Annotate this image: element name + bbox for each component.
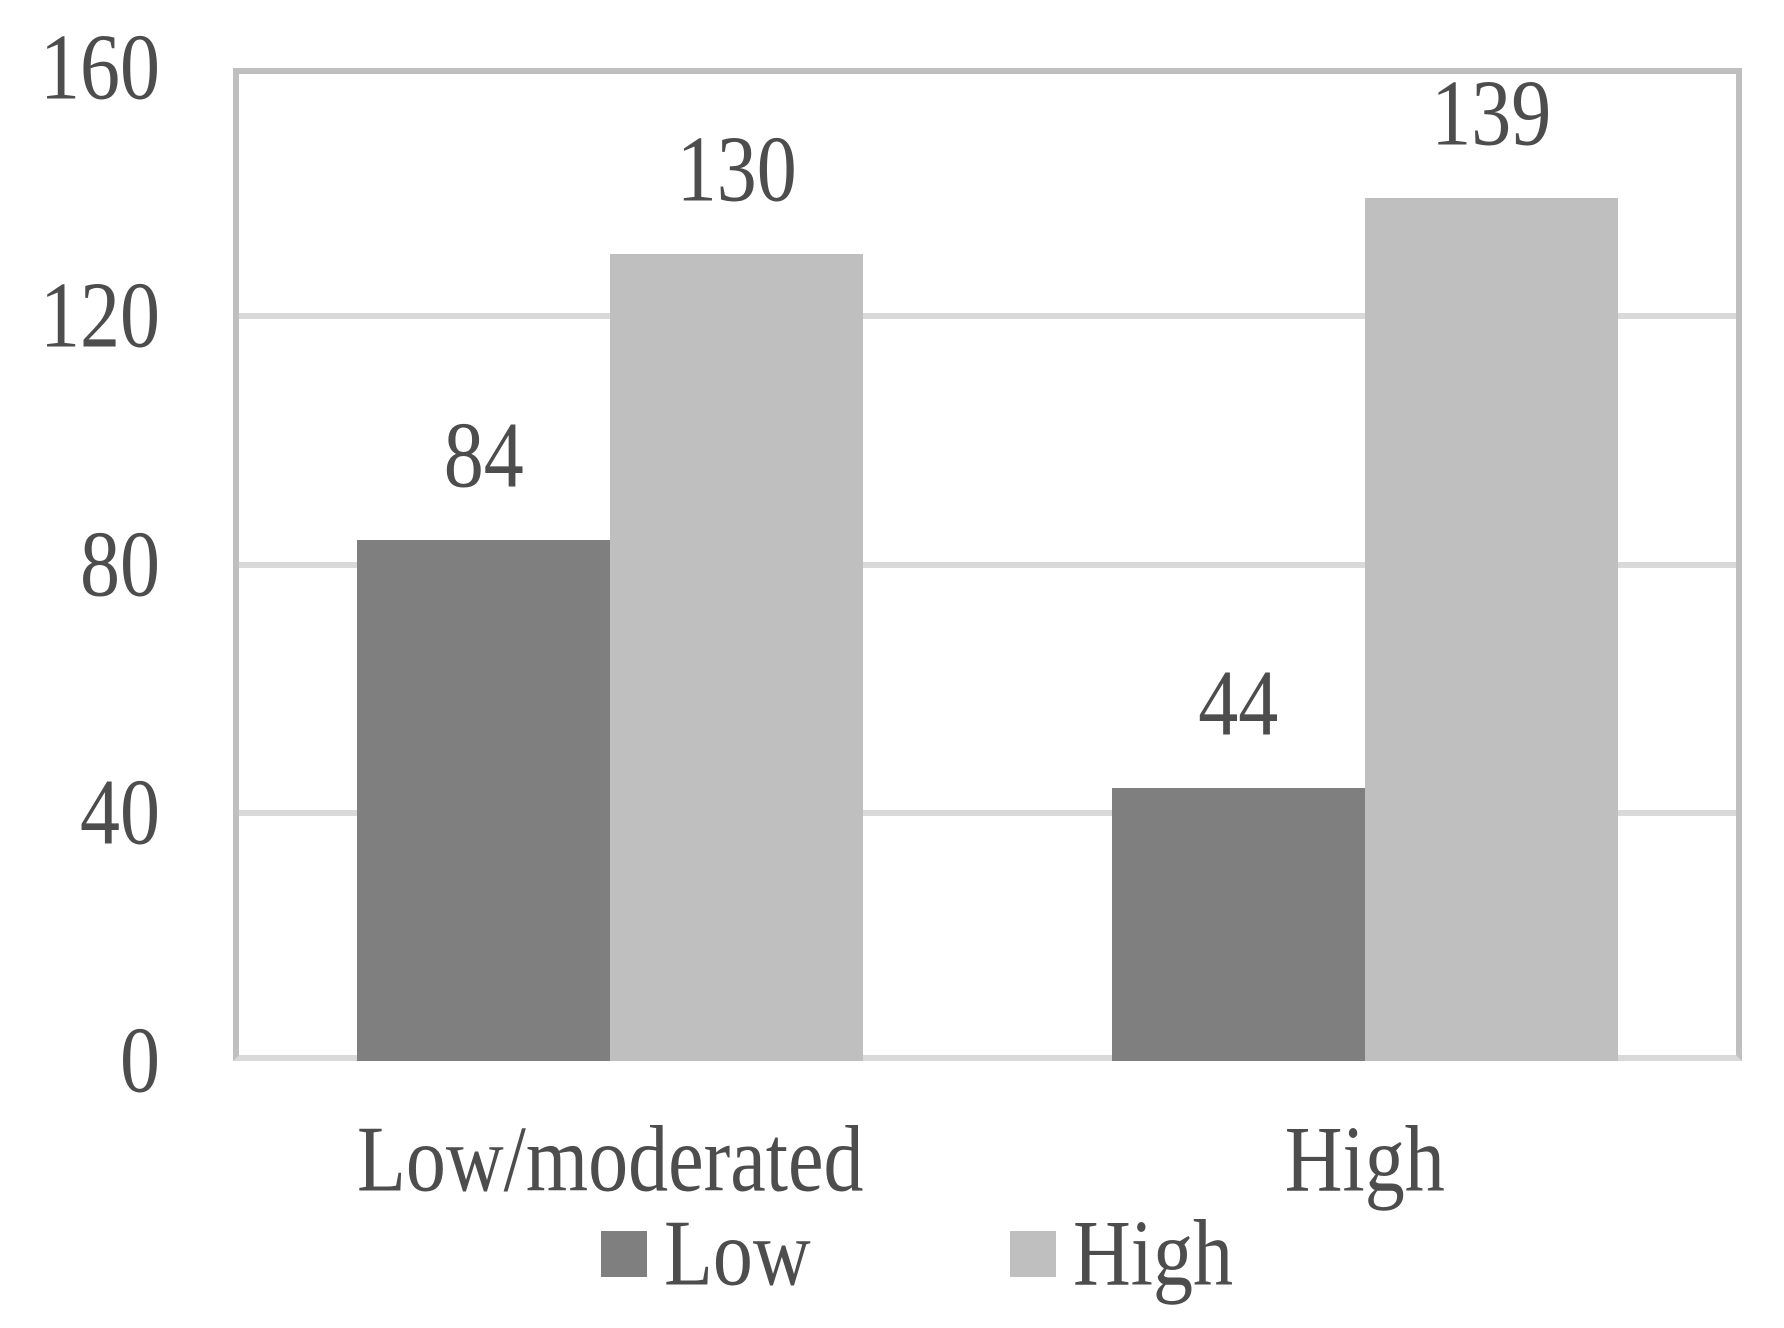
data-label-high-2: 139: [1431, 62, 1552, 167]
bar-low-2: [1111, 787, 1365, 1061]
legend-label-low: Low: [664, 1202, 811, 1306]
gridline-80: [233, 561, 1742, 568]
bar-high-2: [1364, 198, 1618, 1061]
y-tick-label-40: 40: [80, 760, 160, 865]
category-label-1: Low/moderated: [357, 1108, 864, 1212]
legend-swatch-low: [601, 1231, 647, 1277]
y-tick-label-80: 80: [80, 512, 160, 617]
plot-area-border: [233, 68, 1742, 1061]
y-tick-label-160: 160: [40, 16, 160, 120]
data-label-low-2: 44: [1198, 652, 1279, 756]
y-tick-label-120: 120: [40, 264, 160, 369]
bar-high-1: [610, 254, 864, 1061]
gridline-120: [233, 313, 1742, 320]
category-label-2: High: [1284, 1108, 1445, 1212]
data-label-low-1: 84: [443, 403, 524, 508]
bar-low-1: [357, 539, 611, 1061]
legend-label-high: High: [1073, 1202, 1233, 1306]
data-label-high-1: 130: [676, 118, 797, 223]
y-tick-label-0: 0: [120, 1009, 160, 1113]
legend-item-low: Low: [601, 1207, 811, 1301]
legend-item-high: High: [1010, 1207, 1233, 1301]
legend-swatch-high: [1010, 1231, 1056, 1277]
gridline-40: [233, 809, 1742, 816]
